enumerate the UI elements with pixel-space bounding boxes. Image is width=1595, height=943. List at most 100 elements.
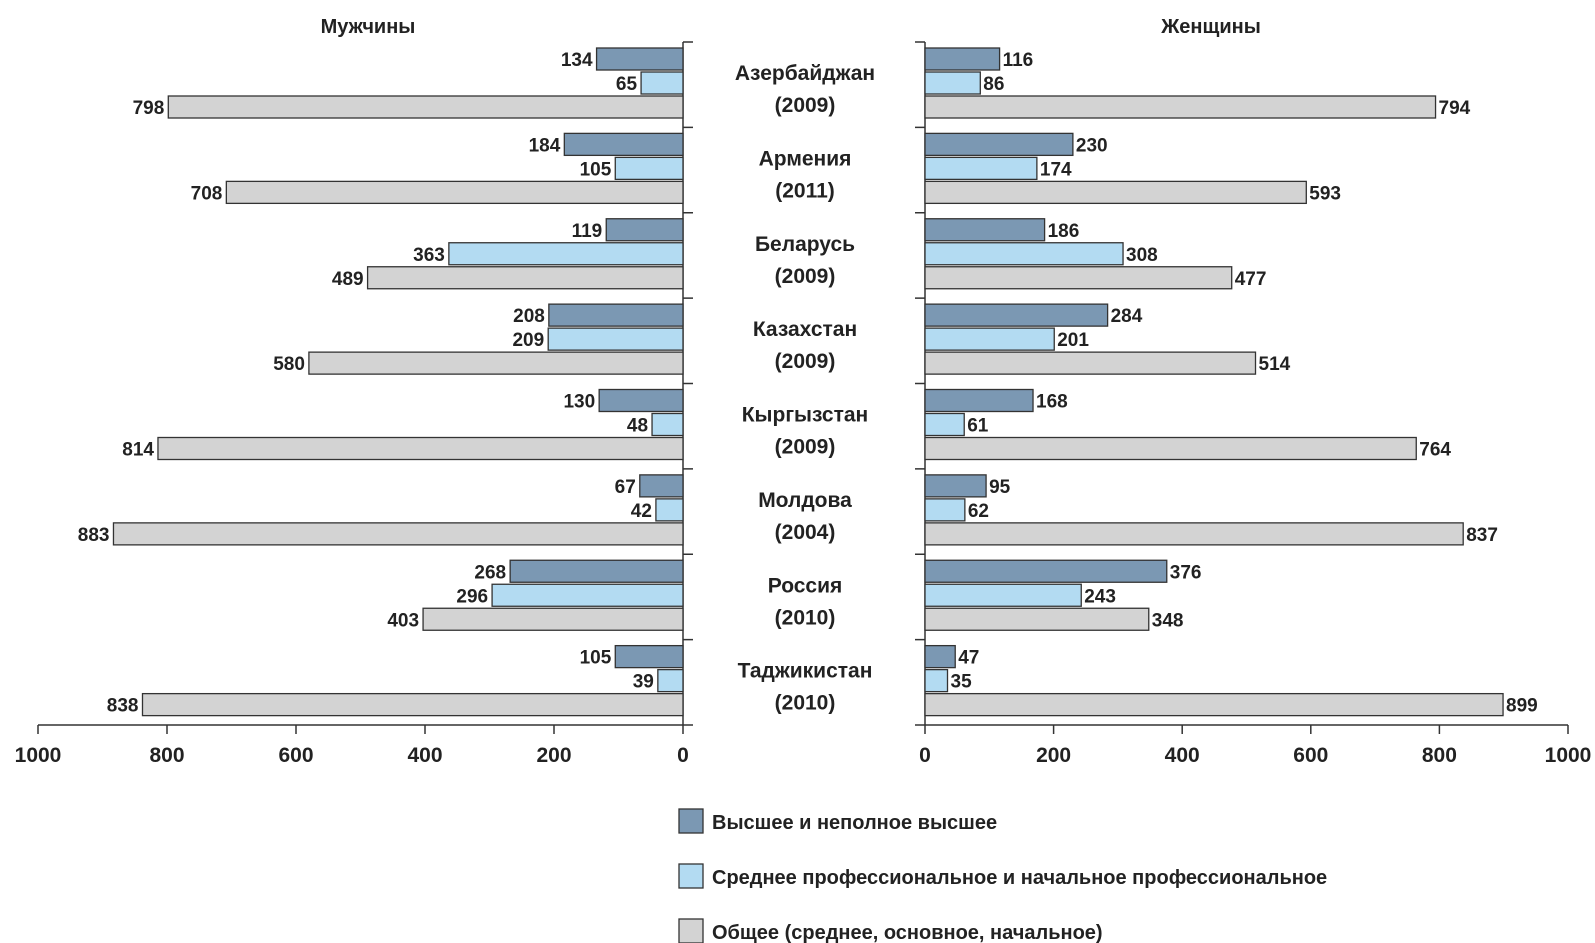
bar-women-2	[924, 242, 1124, 266]
data-label-men: 42	[631, 501, 652, 522]
category-year: (2004)	[775, 521, 836, 544]
bar-women-2	[924, 156, 1038, 181]
data-label-men: 184	[529, 135, 561, 156]
bar-women-2	[924, 668, 949, 693]
bar-men-2	[657, 668, 684, 693]
category-year: (2010)	[775, 606, 836, 629]
x-tick-label-left: 0	[677, 744, 689, 767]
data-label-women: 514	[1259, 354, 1291, 375]
data-label-men: 883	[78, 525, 110, 546]
data-label-women: 174	[1040, 159, 1072, 180]
data-label-women: 284	[1111, 306, 1143, 327]
data-label-men: 67	[615, 477, 636, 498]
category-label: Молдова	[758, 489, 852, 512]
bar-women-3	[924, 180, 1307, 205]
category-label: Таджикистан	[738, 660, 873, 683]
data-label-men: 814	[122, 440, 154, 461]
data-label-men: 134	[561, 50, 593, 71]
data-label-men: 119	[572, 221, 603, 242]
data-label-men: 130	[563, 392, 595, 413]
bar-women-1	[924, 132, 1074, 157]
bar-men-3	[112, 522, 684, 546]
bar-women-2	[924, 327, 1055, 351]
category-label: Россия	[768, 574, 843, 597]
x-tick-label-left: 800	[149, 744, 184, 767]
panel-title-men: Мужчины	[321, 16, 416, 38]
bar-women-1	[924, 303, 1109, 327]
data-label-women: 308	[1126, 245, 1158, 266]
bar-men-1	[614, 644, 684, 669]
x-tick-label-right: 0	[919, 744, 931, 767]
bar-women-1	[924, 47, 1001, 71]
bar-men-2	[547, 327, 684, 351]
data-label-men: 39	[633, 672, 654, 693]
legend-swatch-1	[678, 808, 704, 834]
bar-women-2	[924, 583, 1082, 607]
data-label-men: 296	[456, 586, 488, 607]
data-label-women: 116	[1003, 50, 1034, 71]
x-tick-label-left: 400	[407, 744, 442, 767]
data-label-women: 837	[1466, 525, 1498, 546]
category-label: Армения	[759, 147, 852, 170]
category-year: (2009)	[775, 265, 836, 288]
bar-women-2	[924, 71, 981, 95]
data-label-men: 65	[616, 74, 638, 95]
category-label: Беларусь	[755, 233, 855, 256]
data-label-men: 268	[474, 562, 506, 583]
data-label-men: 403	[387, 610, 419, 631]
data-label-men: 489	[332, 269, 364, 290]
bar-women-1	[924, 644, 956, 669]
bar-women-3	[924, 95, 1437, 119]
data-label-women: 899	[1506, 696, 1538, 717]
bar-men-1	[598, 388, 684, 413]
x-tick-label-right: 200	[1036, 744, 1071, 767]
bar-women-2	[924, 412, 965, 437]
data-label-women: 62	[968, 501, 989, 522]
category-year: (2009)	[775, 436, 836, 459]
category-label: Казахстан	[753, 318, 857, 341]
data-label-men: 209	[512, 330, 544, 351]
bar-men-2	[491, 583, 684, 607]
data-label-women: 86	[983, 74, 1004, 95]
bar-men-2	[614, 156, 684, 181]
bar-men-1	[509, 559, 684, 583]
data-label-men: 48	[627, 416, 648, 437]
bar-men-3	[157, 436, 684, 461]
data-label-women: 201	[1057, 330, 1089, 351]
x-tick-label-left: 1000	[15, 744, 62, 767]
data-label-women: 35	[951, 672, 973, 693]
bar-men-1	[563, 132, 684, 157]
bar-men-3	[141, 692, 684, 717]
data-label-women: 168	[1036, 392, 1068, 413]
data-label-women: 61	[967, 416, 989, 437]
data-label-men: 363	[413, 245, 445, 266]
bar-men-1	[595, 47, 684, 71]
data-label-men: 105	[580, 159, 612, 180]
data-label-women: 186	[1048, 221, 1080, 242]
category-year: (2009)	[775, 94, 836, 117]
x-tick-label-left: 600	[278, 744, 313, 767]
category-year: (2009)	[775, 350, 836, 373]
bar-men-3	[366, 266, 684, 290]
data-label-women: 230	[1076, 135, 1108, 156]
legend-swatch-2	[678, 863, 704, 889]
bar-women-3	[924, 351, 1257, 375]
bar-women-3	[924, 266, 1233, 290]
category-label: Кыргызстан	[742, 404, 869, 427]
bar-men-1	[548, 303, 684, 327]
data-label-men: 208	[513, 306, 545, 327]
data-label-women: 593	[1309, 183, 1341, 204]
x-tick-label-right: 600	[1293, 744, 1328, 767]
data-label-women: 376	[1170, 562, 1202, 583]
bar-men-3	[225, 180, 684, 205]
bar-women-1	[924, 559, 1168, 583]
bar-men-2	[651, 412, 684, 437]
category-year: (2010)	[775, 692, 836, 715]
data-label-women: 95	[989, 477, 1011, 498]
bar-women-1	[924, 218, 1046, 242]
bar-women-2	[924, 498, 966, 522]
data-label-men: 838	[107, 696, 139, 717]
data-label-women: 47	[958, 648, 979, 669]
bar-men-1	[605, 218, 684, 242]
